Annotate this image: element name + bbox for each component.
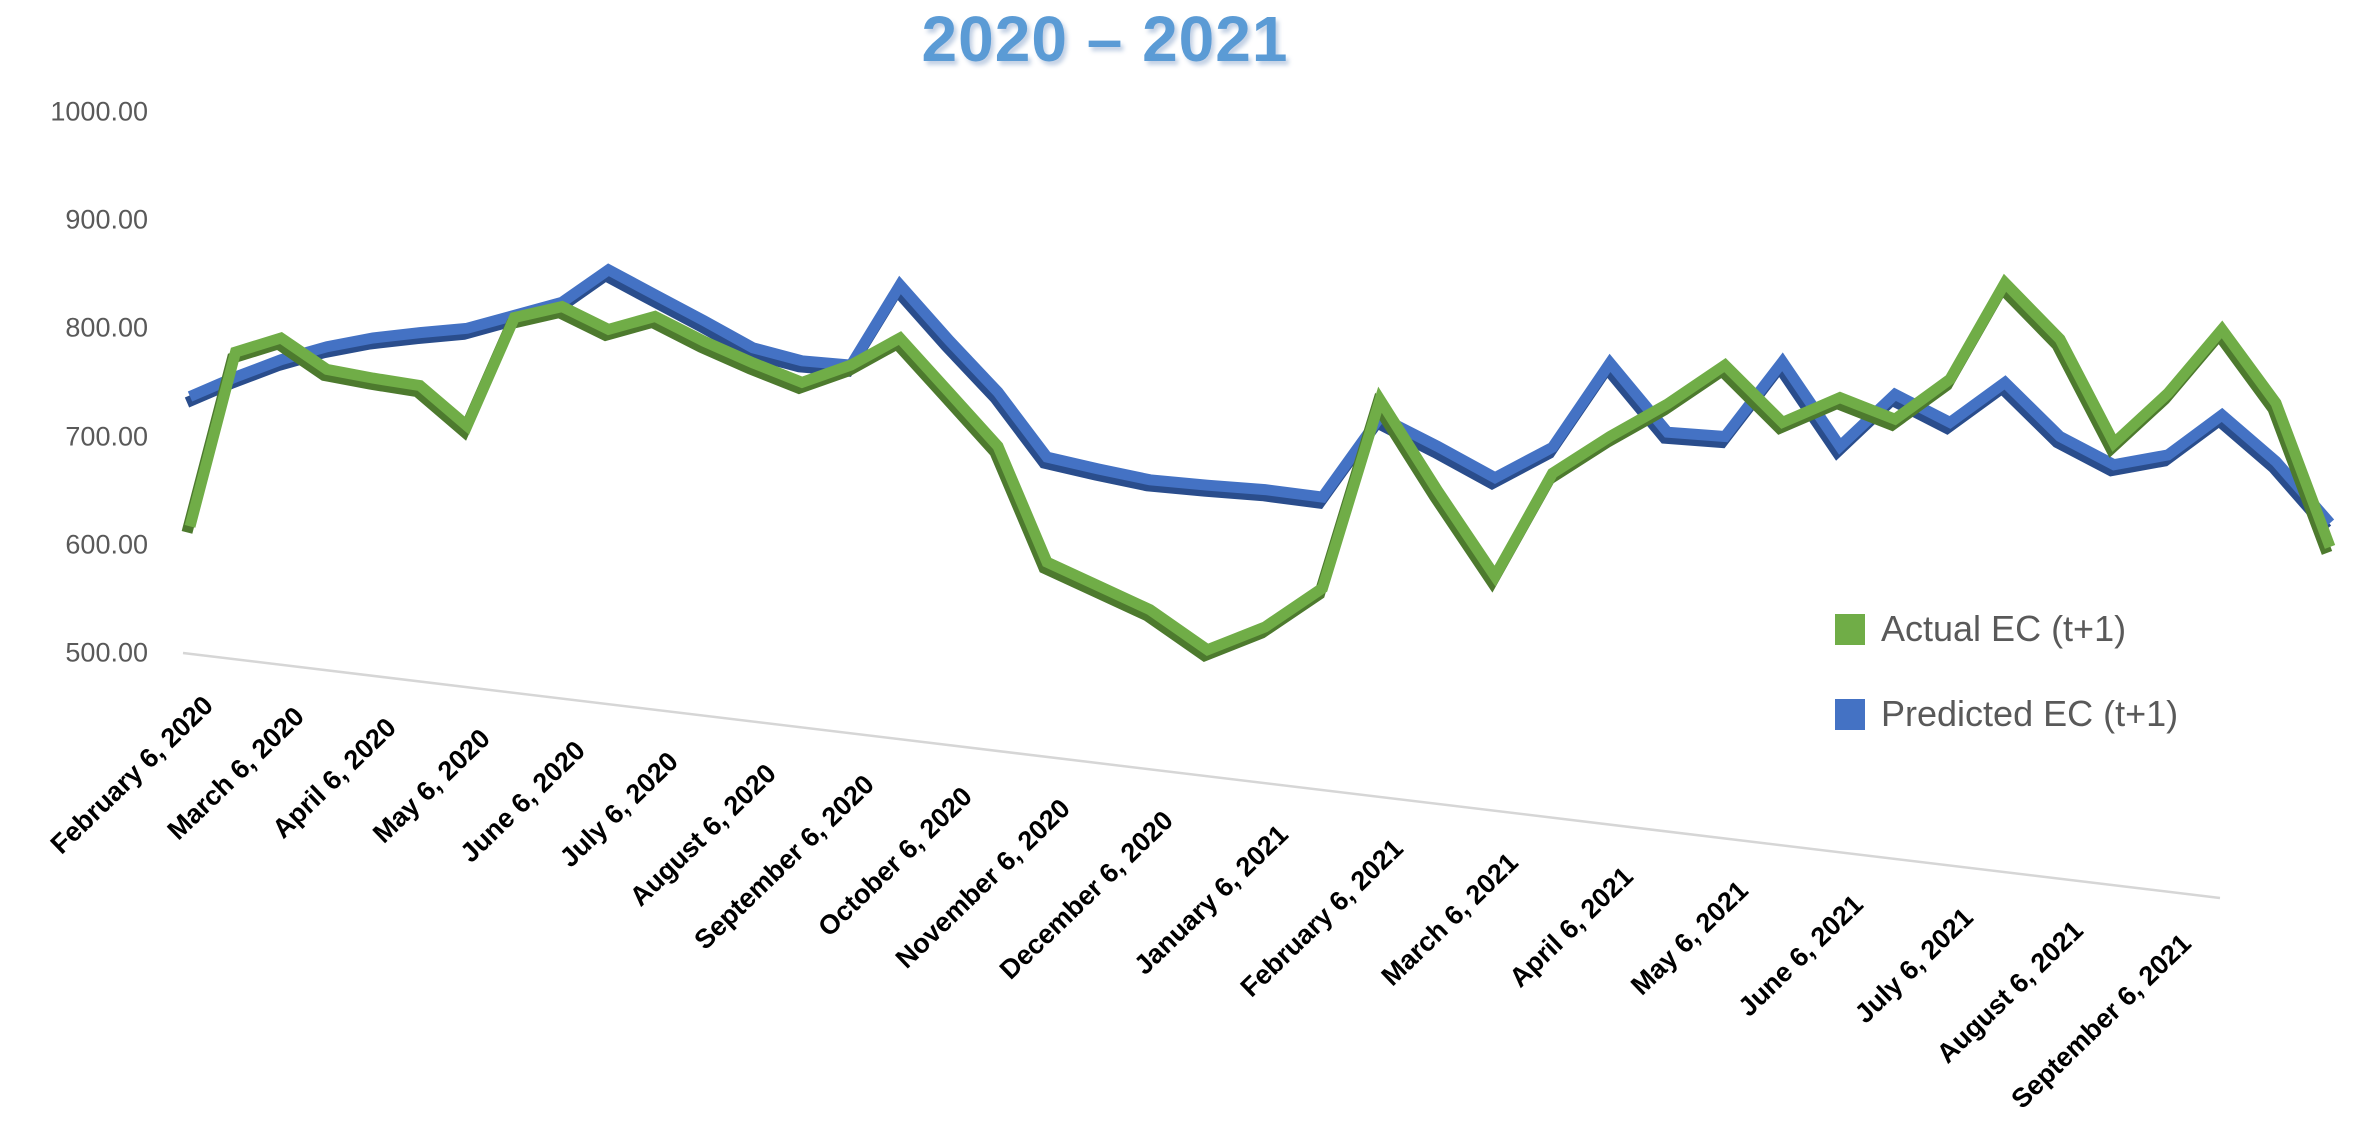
legend-label-actual: Actual EC (t+1) <box>1881 608 2127 649</box>
predicted-series-swatch-icon <box>1835 698 1865 730</box>
predicted-series-line <box>184 263 2335 533</box>
y-axis-label: 900.00 <box>65 204 148 235</box>
legend-item-predicted: Predicted EC (t+1) <box>1835 693 2178 735</box>
y-axis-label: 700.00 <box>65 421 148 452</box>
legend: Actual EC (t+1) Predicted EC (t+1) <box>1835 608 2178 735</box>
y-axis-label: 500.00 <box>65 637 148 668</box>
legend-label-predicted: Predicted EC (t+1) <box>1881 693 2179 734</box>
y-axis-label: 1000.00 <box>50 96 148 127</box>
legend-item-actual: Actual EC (t+1) <box>1835 608 2178 650</box>
actual-series-swatch-icon <box>1835 613 1865 645</box>
actual-series-line <box>181 273 2336 663</box>
y-axis-label: 600.00 <box>65 529 148 560</box>
x-axis-line <box>182 651 2221 900</box>
chart-title: 2020 – 2021 <box>921 3 1289 75</box>
y-axis-label: 800.00 <box>65 312 148 343</box>
